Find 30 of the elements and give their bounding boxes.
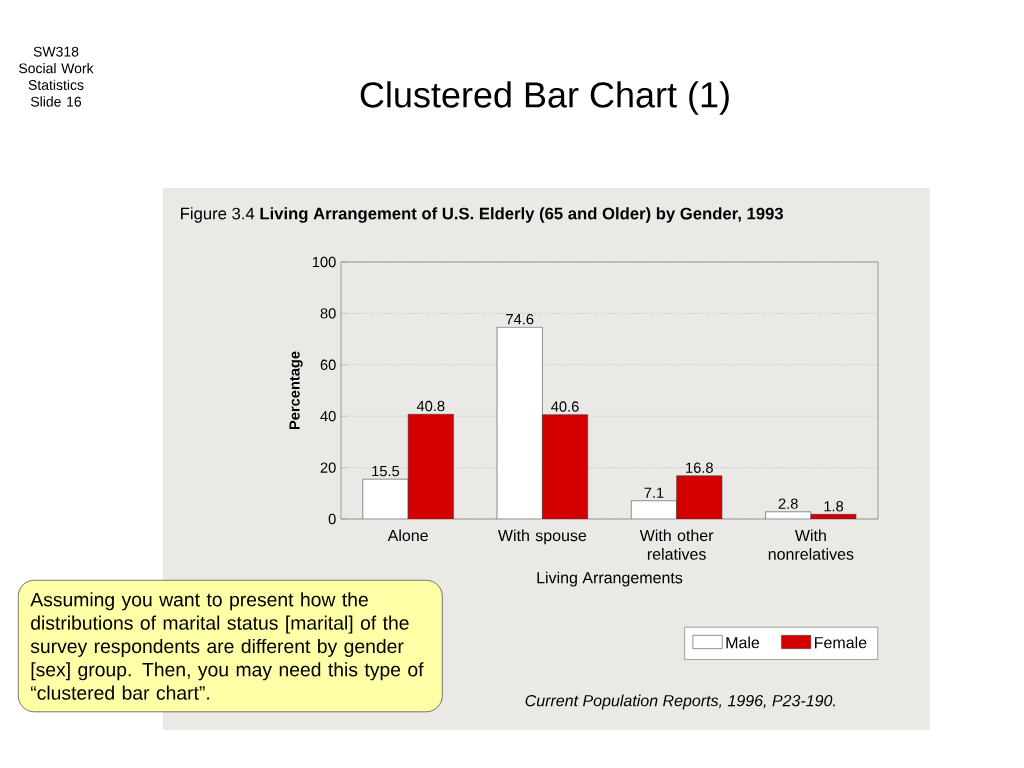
y-tick-label: 40 xyxy=(320,411,336,422)
y-tick-label: 20 xyxy=(320,462,336,473)
data-label: 74.6 xyxy=(506,313,534,325)
bar xyxy=(631,500,677,519)
legend-label: Male xyxy=(726,636,760,649)
data-label: 2.8 xyxy=(778,498,798,509)
x-tick-label: With nonrelatives xyxy=(768,529,854,560)
bar xyxy=(496,327,543,519)
text: Current Population Reports, 1996, P23-190. xyxy=(525,694,835,710)
legend-label: Female xyxy=(815,636,867,649)
x-tick-label: Alone xyxy=(387,529,428,542)
chart-title: Clustered Bar Chart (1) xyxy=(360,81,729,115)
text: Assuming you want to present how the distributions of marital status [marital] of the survey respondents are different by gender [sex] group. Then, you may need this type of “clustered bar chart”. xyxy=(30,592,424,700)
y-axis-title: Percentage xyxy=(289,351,303,430)
x-tick-label: With spouse xyxy=(497,529,587,545)
y-tick-label: 80 xyxy=(320,308,336,319)
x-tick-label: With other relatives xyxy=(639,529,714,560)
data-label: 7.1 xyxy=(644,487,664,498)
data-label: 15.5 xyxy=(372,466,400,477)
data-label: 16.8 xyxy=(686,462,713,473)
x-axis-title: Living Arrangements xyxy=(537,571,683,587)
data-label: 40.8 xyxy=(416,400,445,412)
text: SW318 Social Work Statistics Slide 16 xyxy=(19,46,94,107)
y-tick-label: 0 xyxy=(328,513,336,525)
data-label: 1.8 xyxy=(824,501,844,512)
y-tick-label: 60 xyxy=(320,359,336,370)
bar xyxy=(362,478,409,519)
data-label: 40.6 xyxy=(551,401,579,412)
y-tick-label: 100 xyxy=(312,256,336,268)
chart-subtitle: Figure 3.4 Living Arrangement of U.S. Elderly (65 and Older) by Gender, 1993 xyxy=(181,207,783,223)
